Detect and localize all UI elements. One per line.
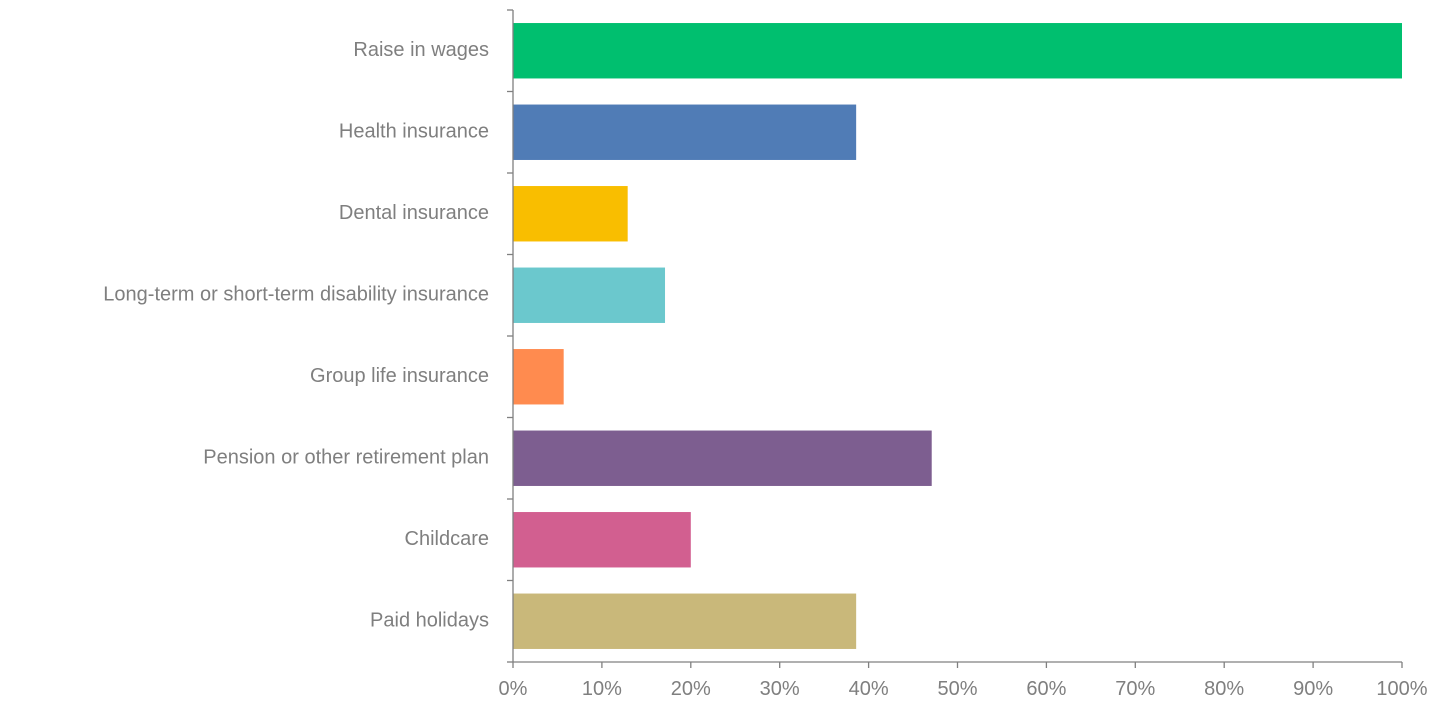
x-tick-labels: 0% 10% 20% 30% 40% 50% 60% 70% 80% 90% 100% bbox=[499, 678, 1428, 700]
x-tick-label: 10% bbox=[582, 678, 622, 700]
x-tick-label: 90% bbox=[1293, 678, 1333, 700]
category-label: Health insurance bbox=[339, 121, 489, 143]
bar bbox=[513, 104, 857, 160]
category-label: Raise in wages bbox=[353, 39, 489, 61]
bars-group bbox=[513, 23, 1402, 649]
category-label: Long-term or short-term disability insur… bbox=[103, 284, 489, 306]
x-tick-label: 80% bbox=[1204, 678, 1244, 700]
x-tick-label: 0% bbox=[499, 678, 528, 700]
category-label: Childcare bbox=[405, 528, 489, 550]
x-tick-label: 40% bbox=[849, 678, 889, 700]
category-label: Paid holidays bbox=[370, 610, 489, 632]
bar bbox=[513, 23, 1402, 79]
x-tick-label: 60% bbox=[1026, 678, 1066, 700]
axis-ticks bbox=[507, 9, 1403, 668]
x-tick-label: 100% bbox=[1376, 678, 1427, 700]
x-tick-label: 30% bbox=[760, 678, 800, 700]
x-tick-label: 70% bbox=[1115, 678, 1155, 700]
category-label: Pension or other retirement plan bbox=[203, 447, 489, 469]
bar bbox=[513, 430, 932, 486]
bar bbox=[513, 267, 666, 323]
category-label: Dental insurance bbox=[339, 202, 489, 224]
category-labels: Raise in wages Health insurance Dental ins… bbox=[103, 39, 489, 632]
bar bbox=[513, 512, 691, 568]
x-tick-label: 50% bbox=[937, 678, 977, 700]
category-label: Group life insurance bbox=[310, 365, 489, 387]
bar bbox=[513, 186, 628, 242]
bar bbox=[513, 593, 857, 649]
x-tick-label: 20% bbox=[671, 678, 711, 700]
bar bbox=[513, 349, 564, 405]
